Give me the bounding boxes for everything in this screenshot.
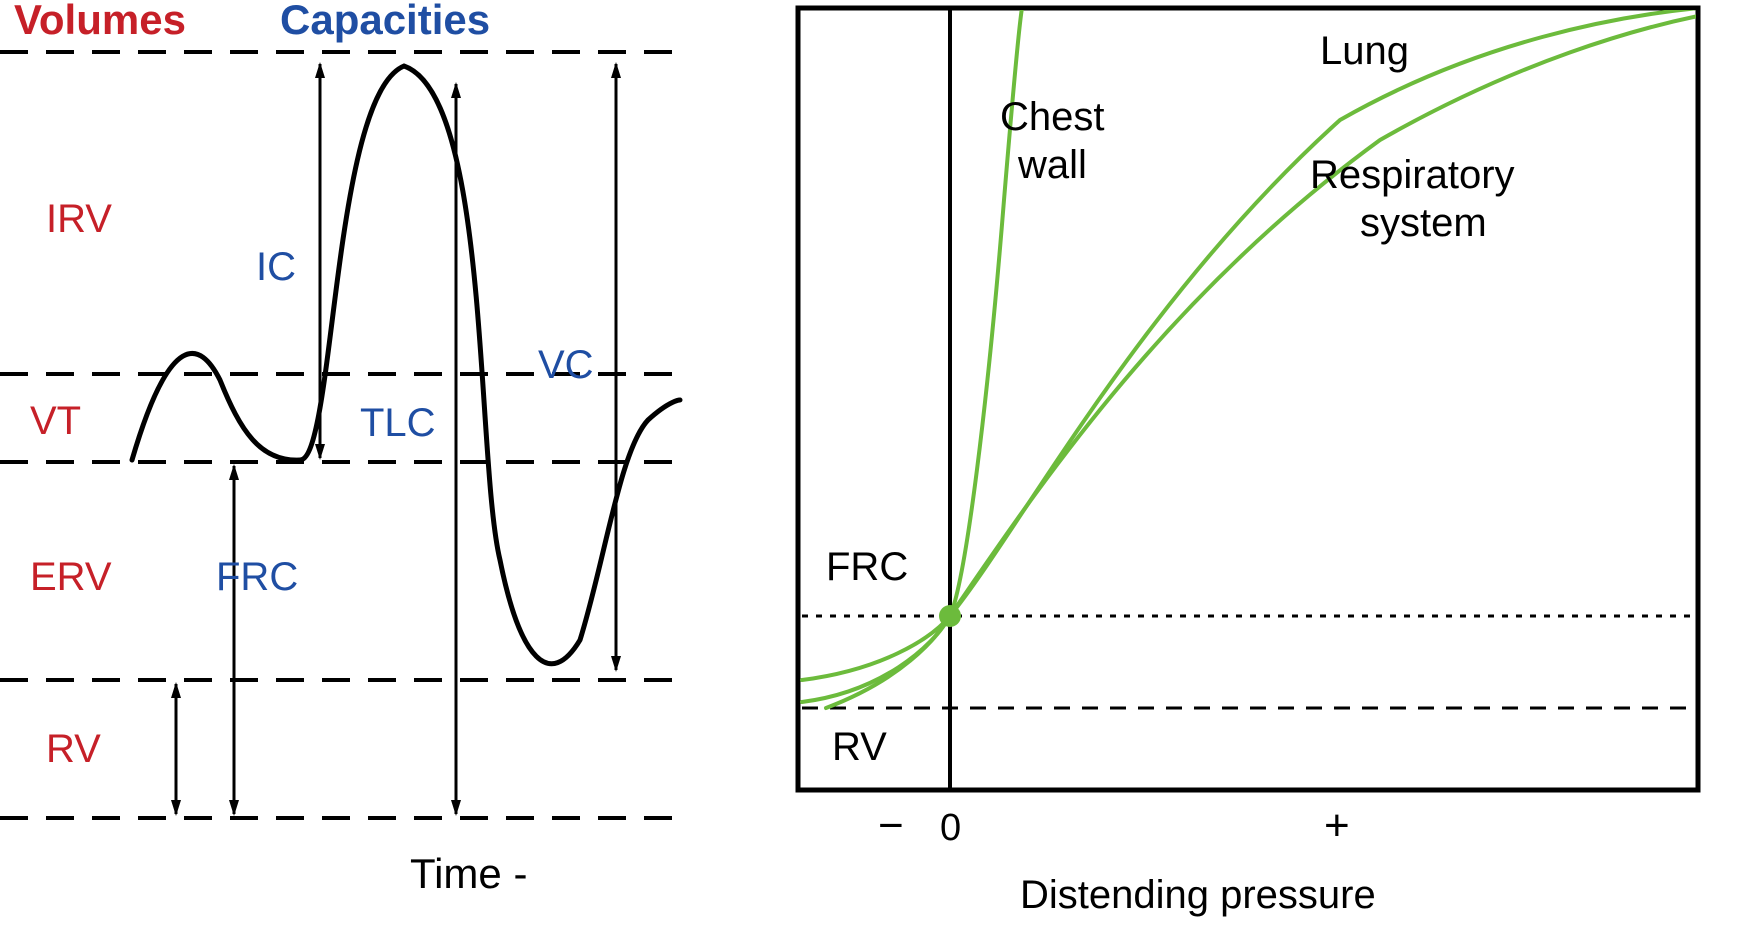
x-axis-label: Distending pressure <box>1020 873 1376 917</box>
capacity-label-frc: FRC <box>216 555 298 599</box>
arrow-tlc <box>451 82 461 816</box>
time-axis-label: Time - <box>410 850 527 897</box>
capacities-title: Capacities <box>280 0 490 43</box>
label-chest-wall-2: wall <box>1017 143 1087 187</box>
volumes-title: Volumes <box>14 0 186 43</box>
arrow-rv <box>171 682 181 816</box>
label-resp2: system <box>1360 201 1487 245</box>
pv-frame <box>798 8 1698 790</box>
volume-label-vt: VT <box>30 399 81 443</box>
volume-label-irv: IRV <box>46 197 112 241</box>
label-frc: FRC <box>826 545 908 589</box>
arrow-frc <box>229 464 239 816</box>
figure-svg: Volumes Capacities IRV VT ERV RV IC TLC VC FRC Tim… <box>0 0 1748 927</box>
label-resp1: Respiratory <box>1310 153 1515 197</box>
frc-point <box>939 605 961 627</box>
capacity-label-vc: VC <box>538 343 594 387</box>
arrow-vc <box>611 62 621 672</box>
axis-minus: − <box>878 801 904 850</box>
left-panel: Volumes Capacities IRV VT ERV RV IC TLC VC FRC Tim… <box>0 0 680 897</box>
label-rv: RV <box>832 725 887 769</box>
volume-label-erv: ERV <box>30 555 112 599</box>
label-lung: Lung <box>1320 29 1409 73</box>
figure-container: { "canvas": { "width": 1748, "height": 9… <box>0 0 1748 927</box>
axis-zero: 0 <box>940 807 961 849</box>
axis-plus: + <box>1324 801 1350 850</box>
label-chest-wall-1: Chest <box>1000 95 1105 139</box>
capacity-label-ic: IC <box>256 245 296 289</box>
volume-label-rv: RV <box>46 727 101 771</box>
right-panel: Chestwall Lung Respiratorysystem FRC RV −0 + Di… <box>798 8 1698 917</box>
spirogram-curve <box>132 66 680 664</box>
capacity-label-tlc: TLC <box>360 401 436 445</box>
